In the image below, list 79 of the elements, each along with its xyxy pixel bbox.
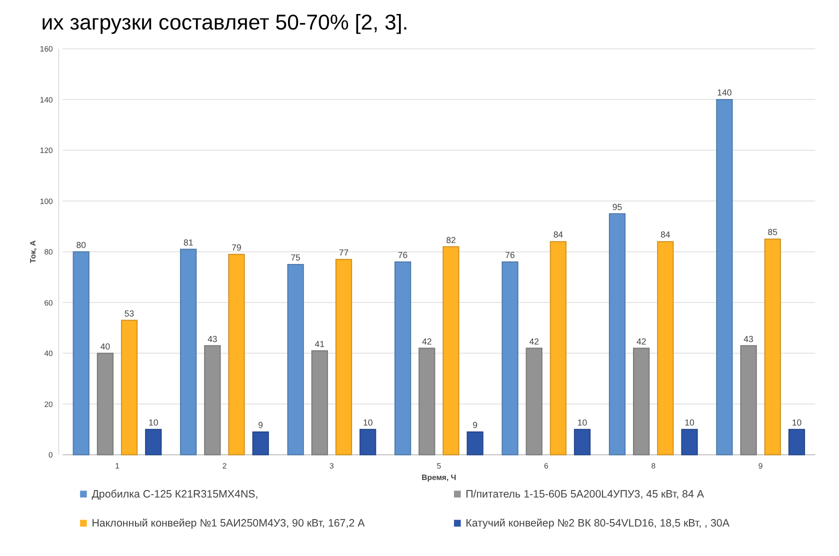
bar xyxy=(335,258,352,456)
bar xyxy=(96,352,114,456)
legend-label: Наклонный конвейер №1 5АИ250М4У3, 90 кВт, 167,2 А xyxy=(92,518,366,530)
y-tick-label: 100 xyxy=(40,196,53,206)
data-label: 10 xyxy=(577,418,588,428)
data-label: 43 xyxy=(744,334,754,344)
bar xyxy=(788,428,806,456)
data-label: 43 xyxy=(208,334,218,344)
bar xyxy=(526,348,542,456)
data-label: 80 xyxy=(76,240,86,250)
data-label: 10 xyxy=(792,418,802,428)
bar xyxy=(418,348,436,456)
data-label: 10 xyxy=(148,418,158,428)
data-label: 42 xyxy=(529,336,540,346)
data-label: 75 xyxy=(290,252,301,263)
x-axis-title: Время, Ч xyxy=(422,473,456,482)
bar xyxy=(442,246,460,456)
data-label: 140 xyxy=(717,88,732,98)
x-tick-label: 1 xyxy=(115,461,120,470)
data-label: 95 xyxy=(612,202,622,212)
data-label: 81 xyxy=(183,237,194,248)
bar xyxy=(120,320,138,456)
data-label: 42 xyxy=(422,336,432,346)
bar xyxy=(287,264,304,456)
data-label: 9 xyxy=(258,420,264,430)
data-label: 84 xyxy=(660,230,670,240)
bar xyxy=(311,350,328,456)
y-axis-title: Ток, А xyxy=(28,240,38,264)
y-tick-label: 80 xyxy=(44,248,53,257)
bar xyxy=(502,261,518,456)
legend-label: Дробилка С-125 К21R315MX4NS, xyxy=(92,488,258,500)
bar xyxy=(550,241,567,456)
data-label: 9 xyxy=(472,420,478,430)
bar xyxy=(145,428,162,456)
y-tick-label: 20 xyxy=(44,400,53,409)
legend-label: Катучий конвейер №2 ВК 80-54VLD16, 18,5 кВт, , 30А xyxy=(466,518,730,530)
x-tick-label: 8 xyxy=(651,461,656,470)
bar xyxy=(360,428,376,456)
bar xyxy=(740,345,757,456)
data-label: 76 xyxy=(398,250,408,260)
x-tick-label: 5 xyxy=(436,461,442,470)
data-label: 10 xyxy=(684,418,694,428)
x-tick-label: 2 xyxy=(222,461,227,470)
data-label: 77 xyxy=(338,248,349,258)
bar xyxy=(764,238,781,456)
bar xyxy=(608,213,626,456)
bar xyxy=(252,431,269,456)
text: их загрузки составляет 50-70% [2, 3]. xyxy=(41,10,408,34)
data-label: 84 xyxy=(553,230,564,240)
bar xyxy=(204,345,221,456)
bar xyxy=(180,248,197,456)
y-tick-label: 160 xyxy=(40,44,53,54)
y-tick-label: 60 xyxy=(44,298,53,308)
data-label: 53 xyxy=(124,308,134,318)
data-label: 10 xyxy=(362,418,373,428)
data-label: 42 xyxy=(636,336,646,346)
x-tick-label: 6 xyxy=(544,461,548,470)
bar xyxy=(716,99,733,456)
y-tick-label: 120 xyxy=(40,146,53,156)
bar xyxy=(466,431,484,456)
legend-label: П/питатель 1-15-60Б 5А200L4УПУ3, 45 кВт, 84 А xyxy=(466,488,705,500)
data-label: 41 xyxy=(314,338,325,349)
bar xyxy=(72,251,90,456)
bar xyxy=(228,254,245,456)
bar xyxy=(394,261,412,456)
bar xyxy=(574,428,591,456)
bar xyxy=(681,428,698,456)
data-label: 85 xyxy=(768,227,778,238)
y-tick-label: 140 xyxy=(40,95,53,104)
y-tick-label: 0 xyxy=(48,450,53,460)
x-tick-label: 9 xyxy=(758,461,763,470)
data-label: 40 xyxy=(100,341,110,352)
data-label: 82 xyxy=(446,234,456,245)
data-label: 79 xyxy=(232,242,242,252)
y-tick-label: 40 xyxy=(44,349,53,358)
bar xyxy=(657,241,674,456)
data-label: 76 xyxy=(505,250,516,260)
bar xyxy=(633,348,650,456)
x-tick-label: 3 xyxy=(330,461,334,470)
